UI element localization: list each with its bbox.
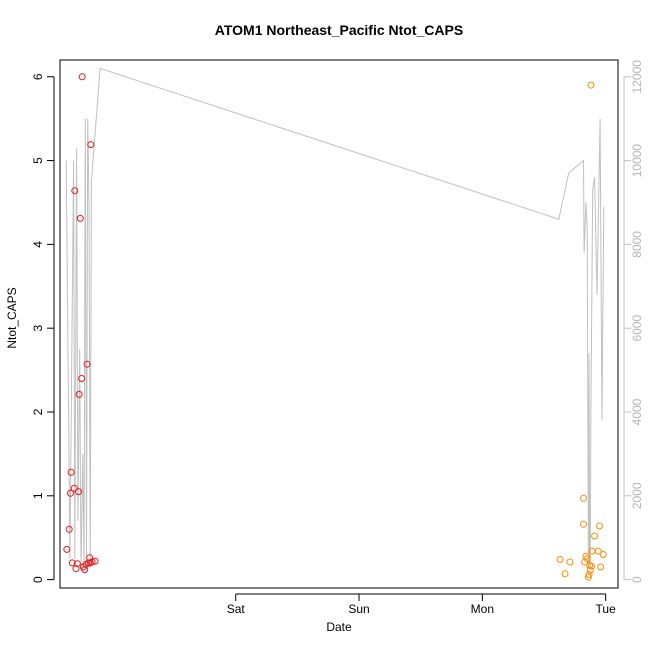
data-point-s0-22 bbox=[88, 558, 96, 566]
data-point-s1-13 bbox=[588, 562, 595, 570]
y-tick-label-0: 0 bbox=[31, 576, 45, 583]
data-point-s1-3 bbox=[580, 494, 587, 502]
data-point-s0-7 bbox=[72, 565, 80, 573]
right-y-axis: 0 2000 4000 6000 8000 10000 12000 bbox=[623, 60, 644, 583]
data-point-s0-6 bbox=[71, 187, 79, 195]
data-point-s0-2 bbox=[67, 489, 74, 497]
data-point-s1-1 bbox=[561, 570, 569, 578]
series-line-2 bbox=[65, 67, 605, 572]
y-axis: 0 1 2 3 4 5 6 bbox=[31, 73, 55, 583]
x-axis: Sat Sun Mon Tue bbox=[227, 593, 617, 616]
data-point-s0-8 bbox=[73, 560, 81, 568]
x-tick-label-1: Sun bbox=[348, 602, 369, 616]
data-point-s1-4 bbox=[580, 520, 587, 528]
data-point-s0-15 bbox=[81, 566, 89, 574]
x-tick-label-2: Mon bbox=[471, 602, 494, 616]
data-point-s0-12 bbox=[78, 375, 86, 382]
x-tick-label-0: Sat bbox=[227, 602, 246, 616]
y-tick-label-1: 1 bbox=[31, 492, 45, 499]
data-point-s0-17 bbox=[83, 360, 91, 368]
plot-box bbox=[59, 59, 619, 589]
right-axis-series-line bbox=[65, 67, 605, 572]
y-tick-label-3: 3 bbox=[31, 325, 45, 332]
data-point-s0-21 bbox=[87, 141, 95, 149]
data-point-s0-0 bbox=[63, 545, 71, 553]
right-y-tick-label-0: 0 bbox=[630, 576, 644, 583]
data-point-s0-4 bbox=[68, 559, 76, 567]
right-y-tick-label-4: 8000 bbox=[630, 231, 644, 258]
data-point-s1-2 bbox=[566, 558, 574, 566]
right-y-tick-label-3: 6000 bbox=[630, 315, 644, 342]
data-point-s0-9 bbox=[75, 488, 82, 496]
data-point-s1-0 bbox=[556, 556, 564, 563]
data-point-s0-5 bbox=[70, 484, 78, 492]
x-axis-label: Date bbox=[326, 620, 352, 634]
y-tick-label-2: 2 bbox=[31, 408, 45, 415]
data-point-s0-23 bbox=[91, 557, 99, 565]
data-point-s1-19 bbox=[599, 551, 607, 558]
x-tick-label-3: Tue bbox=[596, 602, 617, 616]
data-point-s1-18 bbox=[597, 563, 605, 571]
data-point-s1-7 bbox=[583, 555, 591, 563]
data-point-s1-11 bbox=[586, 566, 594, 574]
data-point-s0-13 bbox=[78, 73, 86, 81]
data-point-s1-17 bbox=[596, 522, 603, 530]
data-point-s1-15 bbox=[591, 532, 599, 540]
data-point-s1-16 bbox=[594, 547, 602, 555]
data-point-s0-1 bbox=[65, 525, 73, 533]
chart-title: ATOM1 Northeast_Pacific Ntot_CAPS bbox=[215, 22, 463, 38]
y-tick-label-4: 4 bbox=[31, 241, 45, 248]
right-y-tick-label-5: 10000 bbox=[630, 144, 644, 178]
y-tick-label-5: 5 bbox=[31, 157, 45, 164]
data-point-s1-9 bbox=[585, 571, 593, 579]
data-point-s0-10 bbox=[75, 390, 83, 398]
data-point-s0-3 bbox=[67, 468, 75, 476]
right-y-tick-label-2: 4000 bbox=[630, 398, 644, 425]
y-axis-label: Ntot_CAPS bbox=[5, 287, 19, 348]
scatter-points bbox=[63, 73, 607, 581]
right-y-tick-label-1: 2000 bbox=[630, 482, 644, 509]
right-y-tick-label-6: 12000 bbox=[630, 60, 644, 94]
data-point-s1-12 bbox=[587, 81, 595, 89]
data-point-s0-11 bbox=[76, 214, 84, 222]
y-tick-label-6: 6 bbox=[31, 73, 45, 80]
